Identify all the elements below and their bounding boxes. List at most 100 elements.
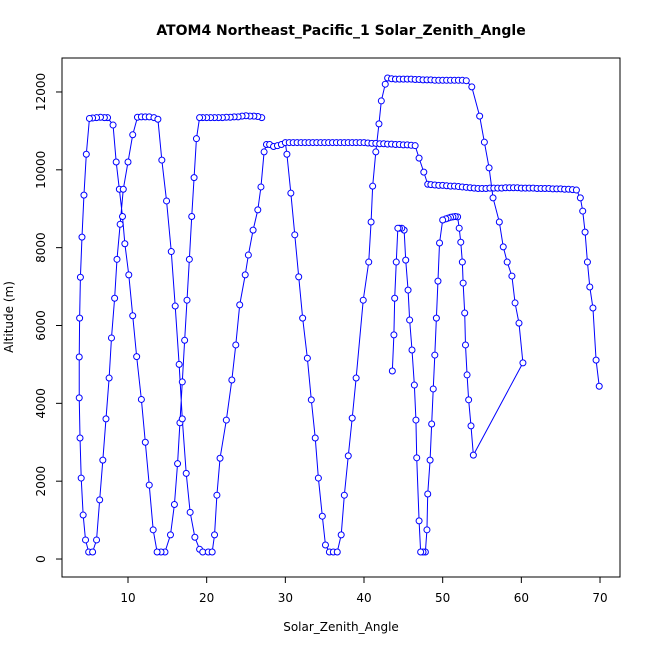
data-point	[519, 359, 527, 367]
data-point	[241, 271, 249, 279]
data-point	[485, 164, 493, 172]
data-point	[99, 456, 107, 464]
data-point	[183, 296, 191, 304]
x-tick-label: 70	[592, 591, 607, 605]
data-point	[467, 422, 475, 430]
data-point	[121, 240, 129, 248]
data-point	[174, 460, 182, 468]
y-tick-label: 0	[34, 555, 48, 563]
data-point	[113, 255, 121, 263]
data-point	[318, 512, 326, 520]
chart-title: ATOM4 Northeast_Pacific_1 Solar_Zenith_A…	[156, 23, 525, 39]
data-point	[291, 231, 299, 239]
data-point	[129, 131, 137, 139]
data-point	[232, 341, 240, 349]
data-point	[145, 481, 153, 489]
data-point	[107, 334, 115, 342]
data-point	[463, 371, 471, 379]
data-point	[503, 258, 511, 266]
data-point	[79, 511, 87, 519]
data-point	[410, 381, 418, 389]
data-point	[236, 301, 244, 309]
data-point	[211, 531, 219, 539]
data-point	[133, 353, 141, 361]
x-tick-label: 10	[120, 591, 135, 605]
data-point	[417, 548, 425, 556]
data-point	[455, 224, 463, 232]
data-point	[185, 255, 193, 263]
data-point	[390, 331, 398, 339]
data-point	[89, 548, 97, 556]
data-point	[105, 374, 113, 382]
data-point	[337, 531, 345, 539]
data-point	[404, 286, 412, 294]
data-point	[196, 114, 204, 122]
data-point	[249, 226, 257, 234]
data-point	[431, 351, 439, 359]
data-point	[402, 256, 410, 264]
data-point	[314, 474, 322, 482]
plot-frame	[61, 57, 621, 578]
data-point	[82, 150, 90, 158]
data-point	[458, 258, 466, 266]
x-tick-label: 60	[514, 591, 529, 605]
data-point	[420, 168, 428, 176]
y-tick-label: 10000	[34, 151, 48, 189]
data-point	[412, 416, 420, 424]
data-point	[377, 97, 385, 105]
data-point	[76, 434, 84, 442]
data-point	[76, 273, 84, 281]
data-point	[102, 415, 110, 423]
data-point	[365, 258, 373, 266]
data-point	[476, 112, 484, 120]
data-point	[576, 194, 584, 202]
data-point	[333, 548, 341, 556]
data-point	[489, 194, 497, 202]
data-point	[462, 77, 470, 85]
data-point	[581, 228, 589, 236]
data-point	[287, 189, 295, 197]
data-point	[480, 138, 488, 146]
data-point	[586, 283, 594, 291]
data-point	[192, 135, 200, 143]
data-point	[244, 251, 252, 259]
data-point	[359, 296, 367, 304]
data-point	[222, 416, 230, 424]
data-point	[109, 121, 117, 129]
data-point	[178, 378, 186, 386]
data-point	[254, 206, 262, 214]
data-point	[468, 83, 476, 91]
data-point	[469, 451, 477, 459]
data-point	[119, 185, 127, 193]
data-point	[391, 294, 399, 302]
y-tick-label: 6000	[34, 310, 48, 341]
data-point	[461, 309, 469, 317]
data-point	[85, 114, 93, 122]
data-point	[432, 314, 440, 322]
data-point	[191, 533, 199, 541]
data-point	[149, 526, 157, 534]
data-point	[213, 491, 221, 499]
data-point	[394, 224, 402, 232]
data-point	[124, 158, 132, 166]
data-point	[188, 213, 196, 221]
data-point	[137, 395, 145, 403]
data-point	[434, 277, 442, 285]
data-point	[515, 319, 523, 327]
data-point	[321, 541, 329, 549]
data-point	[171, 302, 179, 310]
data-point	[166, 531, 174, 539]
data-point	[589, 304, 597, 312]
data-point	[216, 454, 224, 462]
data-point	[257, 183, 265, 191]
data-point	[75, 353, 83, 361]
data-point	[579, 207, 587, 215]
data-point	[141, 438, 149, 446]
data-point	[465, 396, 473, 404]
data-point	[299, 314, 307, 322]
data-point	[167, 248, 175, 256]
data-point	[367, 218, 375, 226]
data-point	[186, 508, 194, 516]
